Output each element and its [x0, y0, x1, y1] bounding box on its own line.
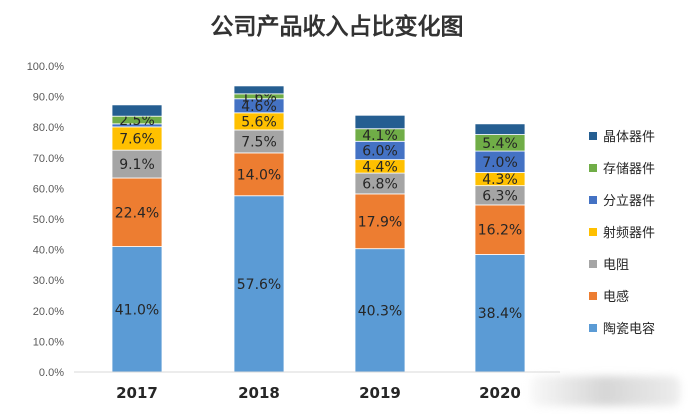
- data-label: 41.0%: [115, 302, 159, 318]
- bar-segment: [111, 246, 163, 373]
- y-tick-label: 0.0%: [39, 367, 64, 379]
- legend-label: 分立器件: [603, 194, 655, 209]
- x-tick-label: 2019: [359, 384, 401, 402]
- y-tick-label: 60.0%: [33, 183, 64, 195]
- data-label: 7.5%: [241, 134, 277, 150]
- data-label: 4.3%: [482, 172, 518, 188]
- x-axis: 2017 2018 2019 2020: [74, 371, 560, 402]
- y-tick-label: 70.0%: [33, 153, 64, 165]
- data-label: 6.3%: [482, 188, 518, 204]
- bar-segment: [354, 248, 406, 373]
- data-label: 6.8%: [362, 177, 398, 193]
- legend-label: 电感: [603, 289, 629, 305]
- bar-segment: [233, 195, 285, 373]
- y-tick-label: 30.0%: [33, 275, 64, 287]
- y-tick-label: 20.0%: [33, 306, 64, 318]
- data-label: 5.4%: [482, 136, 518, 152]
- data-label: 14.0%: [237, 167, 281, 183]
- legend-swatch: [589, 324, 597, 332]
- chart-title: 公司产品收入占比变化图: [211, 13, 464, 40]
- legend-swatch: [589, 260, 597, 268]
- bar-segment: [111, 104, 163, 117]
- legend-label: 陶瓷电容: [603, 321, 655, 337]
- y-axis: 0.0% 10.0% 20.0% 30.0% 40.0% 50.0% 60.0% 70.0% 8…: [27, 61, 65, 379]
- data-label: 6.0%: [362, 143, 398, 159]
- legend-swatch: [589, 164, 597, 172]
- y-tick-label: 90.0%: [33, 92, 64, 104]
- bar-segment: [233, 85, 285, 95]
- x-tick-label: 2017: [116, 384, 158, 402]
- legend-swatch: [589, 132, 597, 140]
- y-tick-label: 40.0%: [33, 245, 64, 257]
- legend-label: 电阻: [603, 258, 629, 273]
- data-label: 4.1%: [362, 128, 398, 144]
- data-label: 5.6%: [241, 114, 277, 130]
- data-label: 16.2%: [478, 223, 522, 239]
- data-label: 57.6%: [237, 277, 281, 293]
- y-tick-label: 80.0%: [33, 122, 64, 134]
- data-label: 4.6%: [241, 99, 277, 115]
- bar-segment: [354, 114, 406, 130]
- legend-label: 存储器件: [603, 162, 655, 177]
- data-label: 4.4%: [362, 159, 398, 175]
- legend-label: 晶体器件: [603, 130, 655, 145]
- bar-segment: [233, 152, 285, 197]
- data-label: 17.9%: [358, 214, 402, 230]
- y-tick-label: 10.0%: [33, 336, 64, 348]
- y-tick-label: 50.0%: [33, 214, 64, 226]
- legend-swatch: [589, 228, 597, 236]
- data-label: 22.4%: [115, 205, 159, 221]
- y-tick-label: 100.0%: [27, 61, 65, 73]
- legend-swatch: [589, 196, 597, 204]
- bar-segment: [354, 193, 406, 250]
- data-label: 2.5%: [119, 113, 155, 129]
- watermark: [530, 376, 680, 406]
- x-tick-label: 2020: [479, 384, 521, 402]
- data-label: 7.6%: [119, 132, 155, 148]
- data-label: 40.3%: [358, 303, 402, 319]
- bar-segment: [474, 123, 526, 135]
- bar-segment: [111, 177, 163, 247]
- data-label: 7.0%: [482, 155, 518, 171]
- legend-swatch: [589, 292, 597, 300]
- data-label: 38.4%: [478, 306, 522, 322]
- bars: 41.0% 22.4% 9.1% 7.6% 2.5% 57.6% 14.0% 7.5% 5.6%…: [111, 85, 526, 373]
- legend-label: 射频器件: [603, 225, 655, 241]
- x-tick-label: 2018: [238, 384, 280, 402]
- data-label: 9.1%: [119, 157, 155, 173]
